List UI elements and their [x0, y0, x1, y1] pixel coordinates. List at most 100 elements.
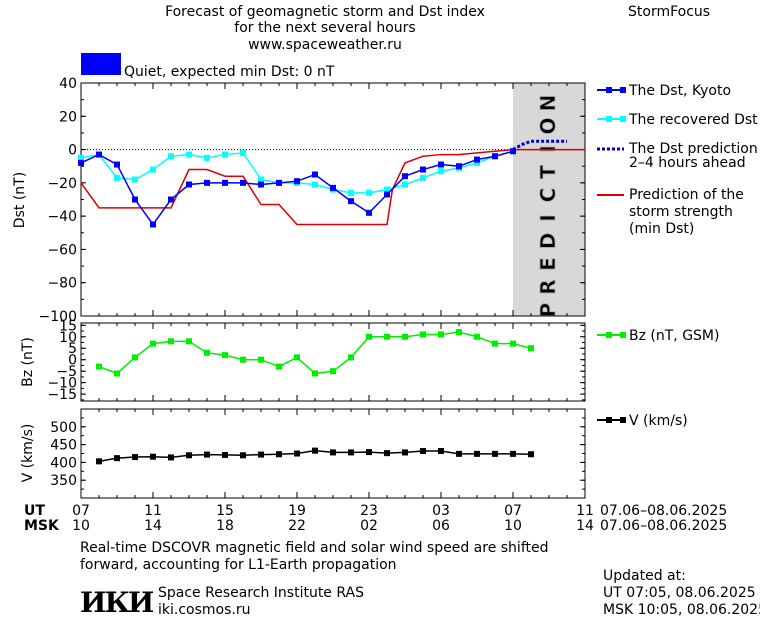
dst-axis-label: Dst (nT) [12, 172, 28, 228]
recovered-dst-point [168, 153, 174, 160]
recovered-dst-point [384, 186, 390, 193]
recovered-dst-point [78, 154, 84, 161]
bz-point [366, 333, 372, 340]
dst-kyoto-point [78, 159, 84, 166]
y-tick-label: 40 [59, 76, 77, 92]
y-tick-label: 0 [68, 143, 77, 159]
legend: The Dst, Kyoto The recovered Dst The Dst… [597, 83, 758, 429]
msk-tick-label: 02 [360, 518, 378, 534]
y-tick-label: −15 [47, 387, 77, 403]
recovered-dst-point [150, 166, 156, 173]
legend-v: V (km/s) [629, 413, 688, 429]
dst-kyoto-point [474, 156, 480, 163]
dst-kyoto-point [330, 184, 336, 191]
y-tick-label: −40 [47, 209, 77, 225]
bz-point [456, 329, 462, 336]
recovered-dst-point [222, 151, 228, 158]
v-point [420, 448, 426, 455]
recovered-dst-point [312, 181, 318, 188]
v-point [222, 451, 228, 458]
v-point [474, 450, 480, 457]
v-point [438, 448, 444, 455]
app-name: StormFocus [628, 4, 711, 20]
legend-storm-strength-2: storm strength [629, 204, 733, 220]
prediction-letter: D [536, 233, 560, 250]
prediction-band [513, 83, 585, 316]
dst-kyoto-point [366, 209, 372, 216]
dst-kyoto-point [96, 151, 102, 158]
v-point [258, 451, 264, 458]
bz-point [186, 338, 192, 345]
dst-kyoto-point [294, 178, 300, 185]
y-tick-label: 400 [50, 455, 77, 471]
y-tick-label: −10 [47, 376, 77, 392]
bz-point [474, 333, 480, 340]
y-tick-label: −60 [47, 242, 77, 258]
v-point [456, 450, 462, 457]
y-tick-label: 15 [59, 318, 77, 334]
ut-tick-label: 11 [144, 503, 162, 519]
v-point [366, 449, 372, 456]
prediction-letter: C [536, 188, 560, 203]
bz-point [294, 354, 300, 361]
dst-kyoto-point [438, 161, 444, 168]
ut-tick-label: 07 [72, 503, 90, 519]
v-point [204, 451, 210, 458]
v-point [528, 451, 534, 458]
ut-date-range: 07.06–08.06.2025 [600, 503, 727, 519]
v-point [240, 452, 246, 459]
y-tick-label: 0 [68, 353, 77, 369]
updated-msk: MSK 10:05, 08.06.2025 [603, 602, 760, 618]
msk-tick-label: 22 [288, 518, 306, 534]
recovered-dst-point [402, 181, 408, 188]
recovered-dst-point [420, 174, 426, 181]
chart-title-line2: for the next several hours [234, 20, 416, 36]
v-point [510, 450, 516, 457]
bz-point [276, 363, 282, 370]
dst-kyoto-point [402, 173, 408, 180]
bz-point [96, 363, 102, 370]
v-point [384, 450, 390, 457]
institute-site[interactable]: iki.cosmos.ru [158, 602, 251, 618]
dst-kyoto-point [132, 196, 138, 203]
bz-point [258, 356, 264, 363]
recovered-dst-point [114, 174, 120, 181]
legend-dst-kyoto: The Dst, Kyoto [628, 83, 731, 99]
prediction-letter: O [536, 117, 560, 134]
dst-kyoto-point [420, 166, 426, 173]
msk-label: MSK [24, 518, 60, 534]
y-tick-label: 5 [68, 341, 77, 357]
legend-recovered-dst: The recovered Dst [628, 112, 758, 128]
msk-tick-label: 10 [504, 518, 522, 534]
dst-kyoto-line [80, 150, 514, 226]
prediction-letter: E [536, 257, 560, 271]
v-point [492, 450, 498, 457]
v-point [348, 449, 354, 456]
v-point [186, 452, 192, 459]
ut-tick-label: 19 [288, 503, 306, 519]
y-tick-label: −80 [47, 276, 77, 292]
storm-strength-line [80, 148, 585, 226]
site-url: www.spaceweather.ru [248, 37, 402, 53]
quiet-status-label: Quiet, expected min Dst: 0 nT [124, 64, 335, 80]
v-point [294, 450, 300, 457]
dst-kyoto-point [258, 181, 264, 188]
bz-point [510, 340, 516, 347]
prediction-letter: N [536, 95, 560, 112]
recovered-dst-point [240, 149, 246, 156]
dst-kyoto-point [168, 196, 174, 203]
v-point [330, 449, 336, 456]
prediction-letter: P [536, 303, 560, 318]
updated-ut: UT 07:05, 08.06.2025 [603, 585, 756, 601]
dst-kyoto-point [114, 161, 120, 168]
ut-tick-label: 03 [432, 503, 450, 519]
ut-tick-label: 11 [576, 503, 594, 519]
bz-point [348, 354, 354, 361]
v-point [168, 454, 174, 461]
y-tick-label: 450 [50, 438, 77, 454]
prediction-letter: R [536, 279, 560, 294]
recovered-dst-point [204, 154, 210, 161]
bz-point [384, 333, 390, 340]
